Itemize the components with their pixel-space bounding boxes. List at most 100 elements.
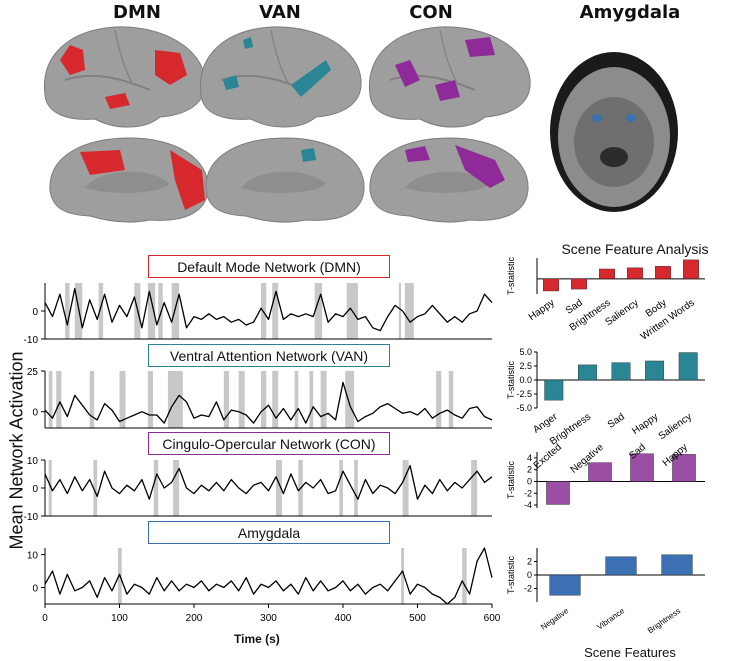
header-dmn: DMN <box>113 2 161 23</box>
shaded-interval <box>98 283 104 339</box>
shaded-interval <box>48 460 52 516</box>
bar <box>672 454 696 482</box>
x-tick-label: 600 <box>484 613 501 624</box>
shaded-interval <box>89 371 95 428</box>
bar <box>577 364 597 381</box>
van-region <box>223 75 239 90</box>
y-tick-label: 25 <box>27 367 39 378</box>
axial-inner <box>574 97 654 187</box>
panel-title-amygdala: Amygdala <box>148 521 390 544</box>
van-region <box>243 37 253 49</box>
shaded-interval <box>404 283 414 339</box>
dmn-region <box>170 150 205 210</box>
y-tick-label: 0 <box>32 484 38 495</box>
bar <box>655 266 671 280</box>
category-label: Negative <box>539 606 570 632</box>
amygdala-right <box>626 114 636 122</box>
bar <box>678 352 698 381</box>
van-region <box>301 148 316 162</box>
shaded-interval <box>436 371 442 428</box>
con-region <box>405 146 430 162</box>
shaded-interval <box>223 371 230 428</box>
series-line <box>44 287 493 332</box>
x-axis-label: Time (s) <box>234 632 280 646</box>
y-tick-label: -2 <box>524 488 532 498</box>
shaded-interval <box>261 371 267 428</box>
panel-title-con: Cingulo-Opercular Network (CON) <box>148 432 390 455</box>
shaded-interval <box>272 283 279 339</box>
shaded-interval <box>294 371 299 428</box>
x-tick-label: 0 <box>42 613 48 624</box>
category-label: Sad <box>606 411 627 430</box>
category-label: Happy <box>527 297 557 323</box>
shaded-interval <box>153 460 159 516</box>
y-tick-label: 2 <box>527 465 532 475</box>
bar <box>611 362 631 381</box>
dmn-region <box>80 150 125 175</box>
shaded-interval <box>401 548 405 604</box>
category-label: Brightness <box>646 606 682 635</box>
shaded-interval <box>309 371 314 428</box>
shaded-interval <box>354 460 358 516</box>
y-tick-label: 2 <box>527 557 532 567</box>
corpus-callosum <box>241 171 326 193</box>
van-region <box>291 60 331 97</box>
amygdala-left <box>592 114 602 122</box>
brain-medial-con <box>369 137 529 223</box>
brain-surface <box>368 26 531 128</box>
y-axis-label: Mean Network Activation <box>6 351 27 550</box>
y-tick-label: 4 <box>527 453 532 463</box>
sulcus <box>64 74 151 91</box>
bar <box>549 574 581 596</box>
shaded-interval <box>471 460 478 516</box>
shaded-interval <box>167 371 183 428</box>
shaded-interval <box>119 371 126 428</box>
panel-title-dmn: Default Mode Network (DMN) <box>148 255 390 278</box>
corpus-callosum <box>85 171 170 193</box>
bar <box>599 268 615 280</box>
shaded-interval <box>402 460 409 516</box>
bar <box>571 278 587 290</box>
header-amygdala: Amygdala <box>579 2 681 23</box>
header-con: CON <box>409 2 453 23</box>
timeseries-panel-1: 25 0 <box>27 367 493 429</box>
panel-title-van: Ventral Attention Network (VAN) <box>148 344 390 367</box>
y-tick-label: -4 <box>524 500 532 510</box>
brain-lateral-dmn <box>43 26 206 128</box>
shaded-interval <box>275 460 282 516</box>
y-tick-label: 0 <box>32 408 38 419</box>
shaded-interval <box>158 283 163 339</box>
y-tick-label: -10 <box>24 512 39 523</box>
x-tick-label: 100 <box>111 613 128 624</box>
x-tick-label: 500 <box>409 613 426 624</box>
con-region <box>465 37 495 57</box>
bar-y-axis-label: T-statistic <box>506 461 516 500</box>
con-region <box>435 80 460 101</box>
category-label: Written Words <box>639 297 697 342</box>
brain-renderings <box>43 26 678 223</box>
sulcus <box>389 74 476 91</box>
scene-features-label: Scene Features <box>584 645 676 660</box>
y-tick-label: 0 <box>527 476 532 486</box>
axial-ventricle <box>600 147 628 167</box>
timeseries-panel-2: 10 0 -10 <box>24 456 493 523</box>
bar <box>645 360 665 381</box>
con-region <box>455 145 505 188</box>
bar <box>605 556 637 576</box>
bar <box>661 554 693 576</box>
dmn-region <box>105 93 130 109</box>
shaded-interval <box>462 548 467 604</box>
y-tick-label: 0.0 <box>519 375 532 385</box>
bar-panel-2: Excited Negative Sad Happy420-2-4T-statisti… <box>506 442 705 510</box>
shaded-interval <box>238 371 245 428</box>
dmn-region <box>60 45 85 75</box>
bar <box>544 379 564 401</box>
y-tick-label: -2 <box>524 584 532 594</box>
shaded-interval <box>65 283 70 339</box>
shaded-interval <box>320 371 327 428</box>
shaded-interval <box>173 460 180 516</box>
header-van: VAN <box>259 2 301 23</box>
